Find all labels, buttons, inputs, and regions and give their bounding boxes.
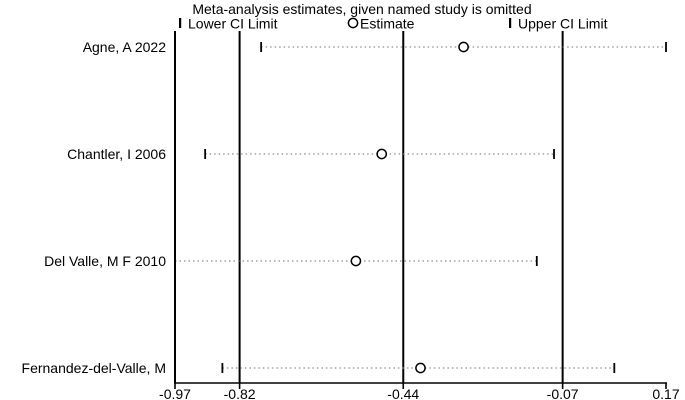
x-tick-label: -0.44 (387, 386, 419, 400)
estimate-circle (350, 255, 362, 267)
study-label: Chantler, I 2006 (67, 146, 166, 162)
estimate-circle (458, 41, 469, 53)
x-tick-label: -0.82 (224, 386, 256, 400)
chart-title: Meta-analysis estimates, given named stu… (192, 1, 531, 17)
study-label: Del Valle, M F 2010 (44, 253, 166, 269)
x-tick-label: -0.97 (159, 386, 191, 400)
study-label: Agne, A 2022 (83, 39, 167, 55)
legend-lower-ci-label: Lower CI Limit (188, 16, 278, 32)
legend-upper-ci-label: Upper CI Limit (518, 16, 608, 32)
legend-estimate-label: Estimate (360, 16, 415, 32)
estimate-circle (415, 362, 426, 374)
lower-ci-legend-marker-icon (179, 18, 182, 28)
plot-area: -0.97 -0.82 -0.44 -0.07 0.17 Agne, A 2022 Chan… (22, 31, 680, 400)
estimate-circle (376, 148, 388, 160)
study-label: Fernandez-del-Valle, M (22, 360, 166, 376)
upper-ci-legend-marker-icon (509, 18, 512, 28)
x-tick-label: -0.07 (547, 386, 579, 400)
x-tick-label: 0.17 (652, 386, 679, 400)
estimate-legend-marker-icon (347, 17, 359, 29)
legend: Lower CI Limit Estimate Upper CI Limit (179, 16, 608, 32)
